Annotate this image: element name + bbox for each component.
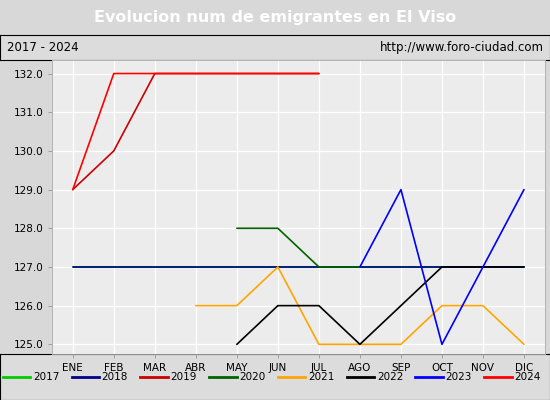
Text: 2017: 2017 (33, 372, 59, 382)
Text: 2024: 2024 (514, 372, 541, 382)
Text: 2018: 2018 (102, 372, 128, 382)
Text: 2021: 2021 (308, 372, 334, 382)
Text: 2020: 2020 (239, 372, 266, 382)
Text: Evolucion num de emigrantes en El Viso: Evolucion num de emigrantes en El Viso (94, 10, 456, 25)
Text: 2017 - 2024: 2017 - 2024 (7, 41, 78, 54)
Text: 2023: 2023 (446, 372, 472, 382)
Text: 2022: 2022 (377, 372, 403, 382)
Text: 2019: 2019 (170, 372, 197, 382)
Text: http://www.foro-ciudad.com: http://www.foro-ciudad.com (379, 41, 543, 54)
